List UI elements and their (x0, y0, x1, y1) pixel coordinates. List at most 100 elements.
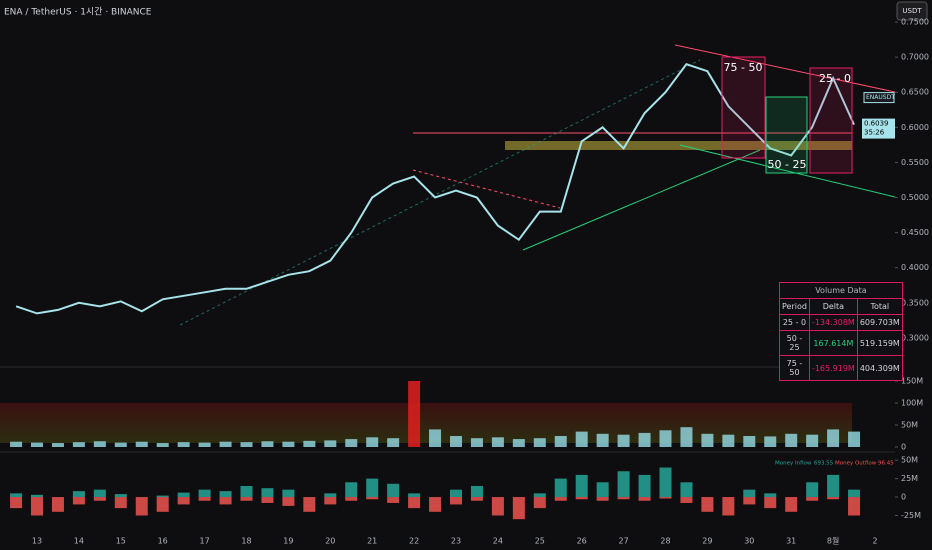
bar (387, 497, 400, 503)
x-tick-label: 31 (786, 537, 796, 546)
column-header: Period (779, 298, 810, 315)
bar (387, 483, 400, 498)
bar (470, 497, 483, 501)
bar (617, 497, 630, 500)
table-cell: 50 - 25 (779, 330, 810, 356)
table-row: 25 - 0 -134.308M 609.703M (779, 314, 903, 331)
price-tag: 0.6039 (864, 120, 889, 128)
legend-name: Money Outflow (835, 461, 877, 467)
y-tick-label: 0.6500 (901, 88, 929, 97)
bar (10, 497, 23, 509)
bar (31, 494, 43, 498)
table-row: 75 - 50 -165.919M 404.309M (779, 355, 903, 381)
bar (638, 432, 651, 447)
bar (114, 442, 127, 447)
bar (701, 497, 714, 512)
table-cell: 404.309M (856, 355, 903, 381)
x-tick-label: 13 (32, 537, 42, 546)
bar (429, 429, 442, 447)
x-tick-label: 16 (158, 537, 168, 546)
column-header: Delta (808, 298, 858, 315)
y-tick-label: 0.4000 (901, 263, 929, 272)
table-header: Period Delta Total (779, 298, 903, 315)
currency[interactable]: USDT (902, 7, 922, 15)
trend-line (412, 169, 561, 209)
y-tick-label: 50M (901, 456, 918, 465)
bar (114, 497, 127, 509)
bar (93, 497, 106, 501)
bar (512, 497, 525, 520)
bar (408, 493, 421, 498)
bar (554, 478, 567, 498)
bar (743, 489, 756, 498)
bar (72, 442, 85, 447)
bar (261, 488, 274, 498)
chart-title: ENA / TetherUS · 1시간 · BINANCE (4, 7, 152, 18)
bar (596, 497, 609, 501)
legend-value: 693.55 (814, 461, 834, 467)
table-cell: 75 - 50 (779, 355, 810, 381)
y-tick-label: 0.5500 (901, 158, 929, 167)
bar (575, 497, 588, 500)
bar (533, 438, 546, 447)
x-tick-label: 15 (116, 537, 126, 546)
table-row: 50 - 25 167.614M 519.159M (779, 330, 903, 356)
bar (303, 440, 316, 447)
trend-line (179, 59, 701, 326)
bar (177, 497, 190, 505)
x-tick-label: 2 (872, 537, 877, 546)
symbol-tag: ENAUSDT (866, 94, 895, 101)
x-tick-label: 27 (619, 537, 629, 546)
y-tick-label: 25M (901, 474, 918, 483)
support-band (505, 141, 852, 150)
bar (827, 474, 840, 498)
x-tick-label: 18 (241, 537, 251, 546)
bar (470, 485, 483, 498)
bar (827, 497, 840, 500)
bar (722, 434, 735, 447)
bar (429, 497, 442, 512)
bar (324, 440, 337, 447)
trend-line (674, 44, 896, 93)
column-header: Total (856, 298, 903, 315)
table-cell: -134.308M (808, 314, 858, 331)
x-tick-label: 30 (744, 537, 754, 546)
bar (240, 485, 253, 498)
bar (177, 442, 190, 447)
currency-button[interactable] (896, 1, 928, 21)
bar (93, 441, 106, 447)
bar (596, 482, 609, 498)
bar (743, 497, 756, 505)
bar (806, 497, 819, 501)
bar (575, 474, 588, 498)
x-tick-label: 24 (493, 537, 503, 546)
bar (198, 442, 211, 447)
bar (240, 497, 253, 501)
bar (345, 482, 358, 498)
bar (554, 497, 567, 501)
countdown: 35:26 (864, 129, 885, 137)
symbol-tag-box (863, 92, 895, 104)
y-tick-label: 100M (901, 399, 923, 408)
bar (156, 495, 169, 498)
bar (638, 497, 651, 501)
bar (198, 489, 211, 498)
bar (51, 443, 64, 447)
x-tick-label: 23 (451, 537, 461, 546)
bar (533, 493, 546, 498)
bar (261, 497, 274, 503)
bar (219, 441, 232, 447)
x-tick-label: 28 (660, 537, 670, 546)
zone-label: 50 - 25 (768, 158, 807, 171)
zone-label: 25 - 0 (819, 72, 851, 85)
y-tick-label: 150M (901, 377, 923, 386)
bar (680, 427, 693, 447)
x-tick-label: 17 (200, 537, 210, 546)
table-cell: 167.614M (808, 330, 858, 356)
bar (848, 497, 861, 516)
trend-line (679, 144, 896, 198)
volume-table: Volume Data Period Delta Total 25 - 0 -13… (779, 282, 903, 381)
bar (785, 497, 798, 512)
bar (785, 433, 798, 447)
x-tick-label: 20 (325, 537, 335, 546)
